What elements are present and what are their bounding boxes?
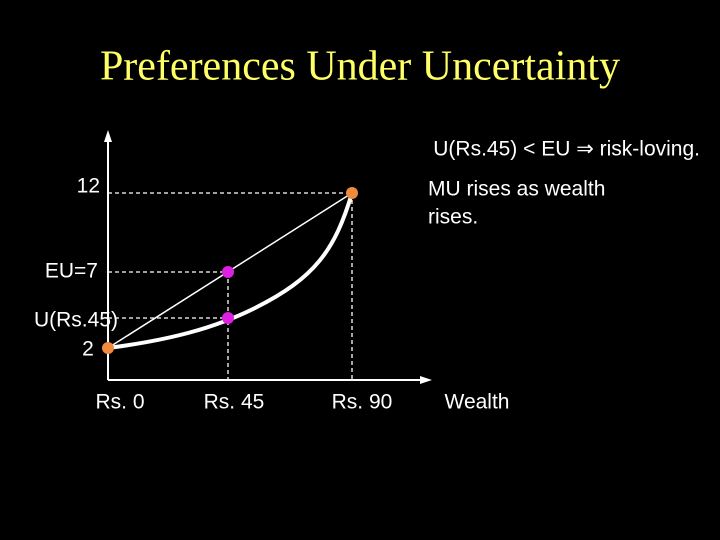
y-label: 12 xyxy=(77,175,100,198)
utility-curve xyxy=(107,192,354,350)
point xyxy=(346,187,358,199)
point xyxy=(222,312,234,324)
x-label: Rs. 0 xyxy=(95,391,144,414)
arrow xyxy=(420,376,432,384)
title: Preferences Under Uncertainty xyxy=(100,44,620,90)
y-label: EU=7 xyxy=(45,260,98,283)
y-label: U(Rs.45) xyxy=(34,309,118,332)
x-label: Wealth xyxy=(445,391,510,414)
x-label: Rs. 90 xyxy=(332,391,393,414)
note-line: rises. xyxy=(428,206,478,229)
x-label: Rs. 45 xyxy=(204,391,265,414)
y-label: 2 xyxy=(82,338,94,361)
point xyxy=(102,342,114,354)
arrow xyxy=(104,130,112,142)
note-line: MU rises as wealth xyxy=(428,178,605,201)
annotation: U(Rs.45) < EU ⇒ risk-loving. xyxy=(433,138,700,161)
point xyxy=(222,266,234,278)
